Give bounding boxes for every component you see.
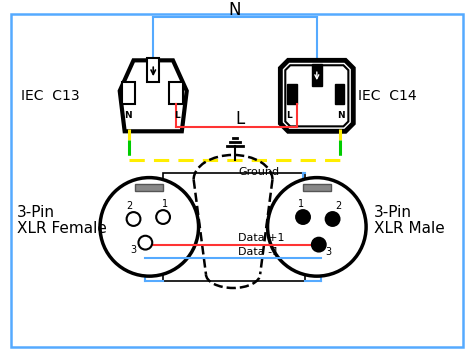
FancyBboxPatch shape — [312, 64, 322, 86]
FancyBboxPatch shape — [136, 184, 163, 191]
Text: 3-Pin: 3-Pin — [374, 204, 412, 220]
FancyBboxPatch shape — [122, 82, 136, 104]
Text: 2: 2 — [336, 201, 342, 211]
Text: N: N — [124, 111, 131, 120]
Text: N: N — [337, 111, 344, 120]
FancyBboxPatch shape — [303, 184, 331, 191]
Polygon shape — [285, 65, 348, 126]
FancyBboxPatch shape — [287, 84, 297, 104]
Text: XLR Male: XLR Male — [374, 222, 445, 236]
FancyBboxPatch shape — [147, 58, 159, 82]
Circle shape — [326, 212, 339, 226]
Text: IEC  C14: IEC C14 — [358, 89, 417, 103]
Text: 3: 3 — [130, 245, 137, 255]
Text: Ground: Ground — [238, 167, 279, 177]
Circle shape — [267, 178, 366, 276]
Text: N: N — [229, 1, 241, 19]
Text: 2: 2 — [127, 201, 133, 211]
Circle shape — [296, 210, 310, 224]
FancyBboxPatch shape — [335, 84, 345, 104]
Text: 3: 3 — [326, 246, 332, 257]
FancyBboxPatch shape — [169, 82, 183, 104]
Text: Data -1: Data -1 — [238, 246, 279, 257]
Text: L: L — [174, 111, 180, 120]
Circle shape — [138, 236, 152, 250]
Bar — [163, 173, 305, 281]
Polygon shape — [280, 60, 353, 131]
Text: 1: 1 — [298, 199, 304, 209]
Text: L: L — [235, 110, 245, 129]
Circle shape — [100, 178, 199, 276]
Polygon shape — [120, 60, 187, 131]
Text: Data +1: Data +1 — [238, 233, 284, 243]
Text: 3-Pin: 3-Pin — [17, 204, 55, 220]
Text: 1: 1 — [162, 199, 168, 209]
Circle shape — [127, 212, 140, 226]
Text: L: L — [286, 111, 292, 120]
Text: IEC  C13: IEC C13 — [21, 89, 80, 103]
Circle shape — [156, 210, 170, 224]
Text: XLR Female: XLR Female — [17, 222, 107, 236]
Circle shape — [312, 238, 326, 252]
